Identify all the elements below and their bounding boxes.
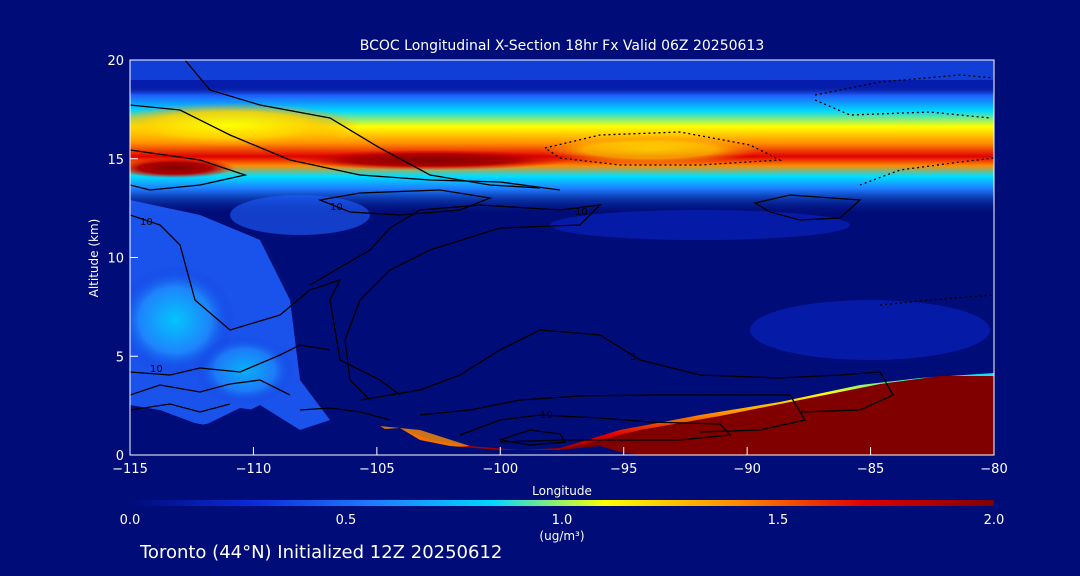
colorbar-tick-label: 1.0 xyxy=(552,513,573,528)
y-tick-label: 20 xyxy=(107,54,124,69)
plot-field xyxy=(130,60,994,455)
x-tick-label: −80 xyxy=(980,462,1007,477)
x-tick-label: −105 xyxy=(359,462,395,477)
contour-label: 10 xyxy=(330,202,343,213)
contour-label: 10 xyxy=(575,207,588,218)
colorbar-tick-label: 0.0 xyxy=(120,513,141,528)
colorbar-unit-label: (ug/m³) xyxy=(539,529,584,543)
y-tick-label: 0 xyxy=(116,449,124,464)
contour-label: 10 xyxy=(150,364,163,375)
y-tick-label: 5 xyxy=(116,350,124,365)
dotted-contours xyxy=(543,74,994,306)
contour-label: 10 xyxy=(140,217,153,228)
contour-lines xyxy=(130,60,894,446)
x-tick-label: −90 xyxy=(733,462,760,477)
y-tick-label: 15 xyxy=(107,153,124,168)
terrain xyxy=(130,408,640,455)
x-tick-label: −115 xyxy=(112,462,148,477)
x-axis: −115 −110 −105 −100 −95 −90 −85 −80 xyxy=(112,447,1008,477)
colorbar-tick-label: 2.0 xyxy=(984,513,1005,528)
x-tick-label: −110 xyxy=(236,462,272,477)
footer-run-info: Toronto (44°N) Initialized 12Z 20250612 xyxy=(140,542,503,563)
x-tick-label: −85 xyxy=(857,462,884,477)
layer-peak-core xyxy=(290,150,570,170)
x-tick-label: −95 xyxy=(610,462,637,477)
x-tick-label: −100 xyxy=(482,462,518,477)
colorbar-tick-label: 1.5 xyxy=(768,513,789,528)
contour-label-group: 10 10 10 10 10 5 xyxy=(140,202,636,421)
colorbar-tick-label: 0.5 xyxy=(336,513,357,528)
y-tick-label: 10 xyxy=(107,252,124,267)
y-axis-title: Altitude (km) xyxy=(87,219,101,298)
colorbar-ticks: 0.0 0.5 1.0 1.5 2.0 xyxy=(120,513,1005,528)
chart-title: BCOC Longitudinal X-Section 18hr Fx Vali… xyxy=(360,38,764,54)
contour-label: 5 xyxy=(630,352,636,363)
contour-label: 10 xyxy=(540,410,553,421)
colorbar xyxy=(130,500,994,506)
x-axis-title: Longitude xyxy=(532,484,592,498)
upper-layer-lobe xyxy=(130,103,360,147)
y-axis: 0 5 10 15 20 xyxy=(107,54,138,464)
